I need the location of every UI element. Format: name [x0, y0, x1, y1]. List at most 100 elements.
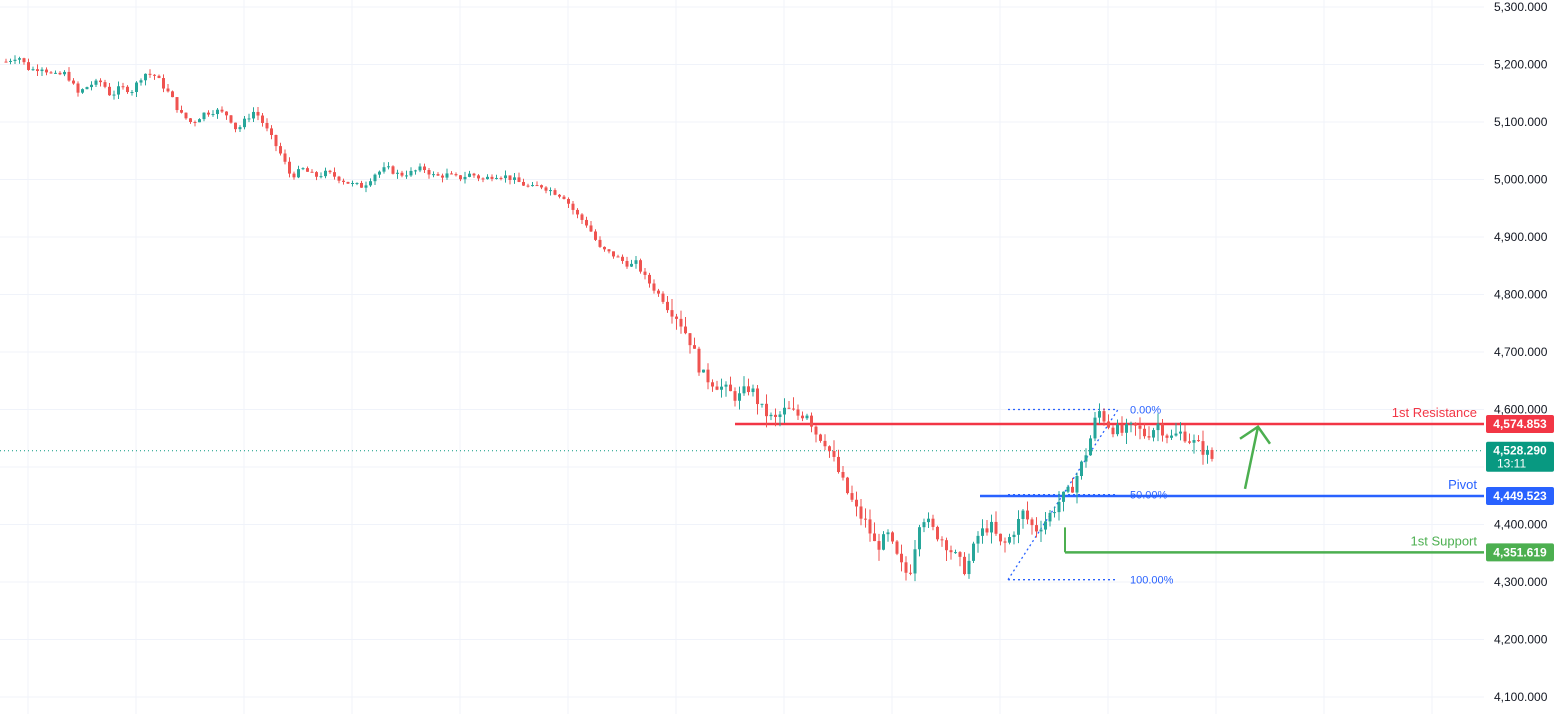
candle-body [747, 386, 750, 393]
candle-body [1138, 425, 1142, 429]
candle-body [954, 552, 957, 554]
candle-body [895, 541, 899, 554]
candle-body [36, 69, 39, 72]
candle-body [819, 434, 822, 441]
candle-body [522, 181, 525, 186]
candle-body [544, 187, 548, 191]
candle-body [436, 174, 440, 176]
countdown-label: 13:11 [1497, 457, 1526, 471]
candle-body [558, 194, 561, 197]
candle-body [621, 256, 624, 261]
candle-body [418, 166, 422, 171]
candle-body [31, 69, 35, 71]
candle-body [1030, 519, 1034, 526]
candle-body [22, 58, 26, 63]
price-tags: 4,574.853 4,449.523 4,351.619 4,528.29013:1… [1486, 414, 1554, 562]
candle-body [1044, 521, 1047, 530]
candle-body [1174, 433, 1178, 436]
candle-body [288, 161, 291, 174]
candle-body [1062, 491, 1065, 502]
candle-body [166, 88, 170, 92]
candle-body [310, 171, 314, 173]
candle-body [486, 176, 489, 180]
candle-body [661, 293, 665, 302]
candle-body [751, 388, 755, 393]
candle-body [139, 80, 143, 83]
level-label: 1st Support [1411, 533, 1478, 548]
candle-body [175, 97, 179, 111]
candle-body [319, 176, 323, 178]
candle-body [202, 112, 206, 120]
candle-body [1156, 423, 1160, 431]
candle-body [540, 185, 543, 188]
candle-body [157, 75, 161, 79]
candle-body [247, 118, 251, 120]
candle-body [756, 388, 759, 405]
candle-body [130, 92, 134, 94]
candle-body [625, 260, 629, 267]
level-label: Pivot [1448, 477, 1477, 492]
candle-body [1084, 455, 1088, 462]
candle-body [387, 166, 390, 168]
candle-body [1066, 486, 1070, 492]
candle-body [400, 172, 404, 176]
candle-body [643, 271, 647, 275]
candle-body [1170, 435, 1173, 438]
candle-body [1008, 537, 1011, 543]
candle-body [171, 91, 174, 98]
candle-body [841, 472, 845, 478]
candle-body [1197, 440, 1200, 442]
candle-body [990, 521, 993, 533]
candle-body [337, 176, 341, 181]
candle-body [729, 384, 732, 392]
candle-body [783, 407, 786, 415]
candle-body [121, 86, 125, 88]
candle-body [909, 572, 912, 574]
candle-body [301, 168, 305, 170]
candle-body [1048, 512, 1052, 522]
candle-body [715, 386, 719, 390]
candle-body [594, 231, 597, 240]
candle-body [216, 109, 219, 115]
candle-body [229, 115, 233, 123]
price-axis[interactable]: 5,300.000 5,200.000 5,100.000 5,000.000 4,90… [1494, 0, 1548, 704]
candle-body [472, 173, 476, 176]
candle-body [238, 127, 242, 130]
candle-body [378, 171, 381, 175]
candle-body [261, 115, 264, 123]
price-tag [1486, 414, 1554, 433]
price-tick-label: 4,100.000 [1494, 690, 1548, 704]
candle-body [432, 174, 435, 176]
candle-body [535, 185, 539, 187]
candle-body [405, 175, 408, 177]
price-tag-label: 4,351.619 [1493, 545, 1547, 559]
candle-body [1134, 422, 1137, 426]
candle-body [693, 345, 696, 349]
candle-body [162, 78, 165, 89]
candle-body [1026, 510, 1029, 520]
candle-body [1057, 501, 1061, 513]
candle-body [423, 166, 426, 171]
up-arrow-head [1239, 425, 1272, 445]
candle-body [40, 69, 44, 72]
candle-body [211, 114, 215, 116]
candle-body [117, 86, 120, 95]
fib-level-label: 100.00% [1130, 575, 1174, 587]
candle-body [1075, 476, 1079, 493]
candle-body [688, 333, 692, 346]
candle-body [279, 146, 282, 154]
candle-body [886, 532, 890, 535]
candle-body [904, 562, 908, 573]
candle-body [850, 493, 854, 500]
candle-body [135, 82, 138, 93]
candle-body [1080, 461, 1083, 477]
candle-body [103, 82, 107, 87]
price-tick-label: 5,300.000 [1494, 0, 1548, 14]
candle-body [292, 173, 296, 178]
candle-body [585, 219, 588, 226]
candle-body [513, 177, 516, 180]
candle-body [976, 535, 980, 544]
candle-body [459, 175, 462, 180]
